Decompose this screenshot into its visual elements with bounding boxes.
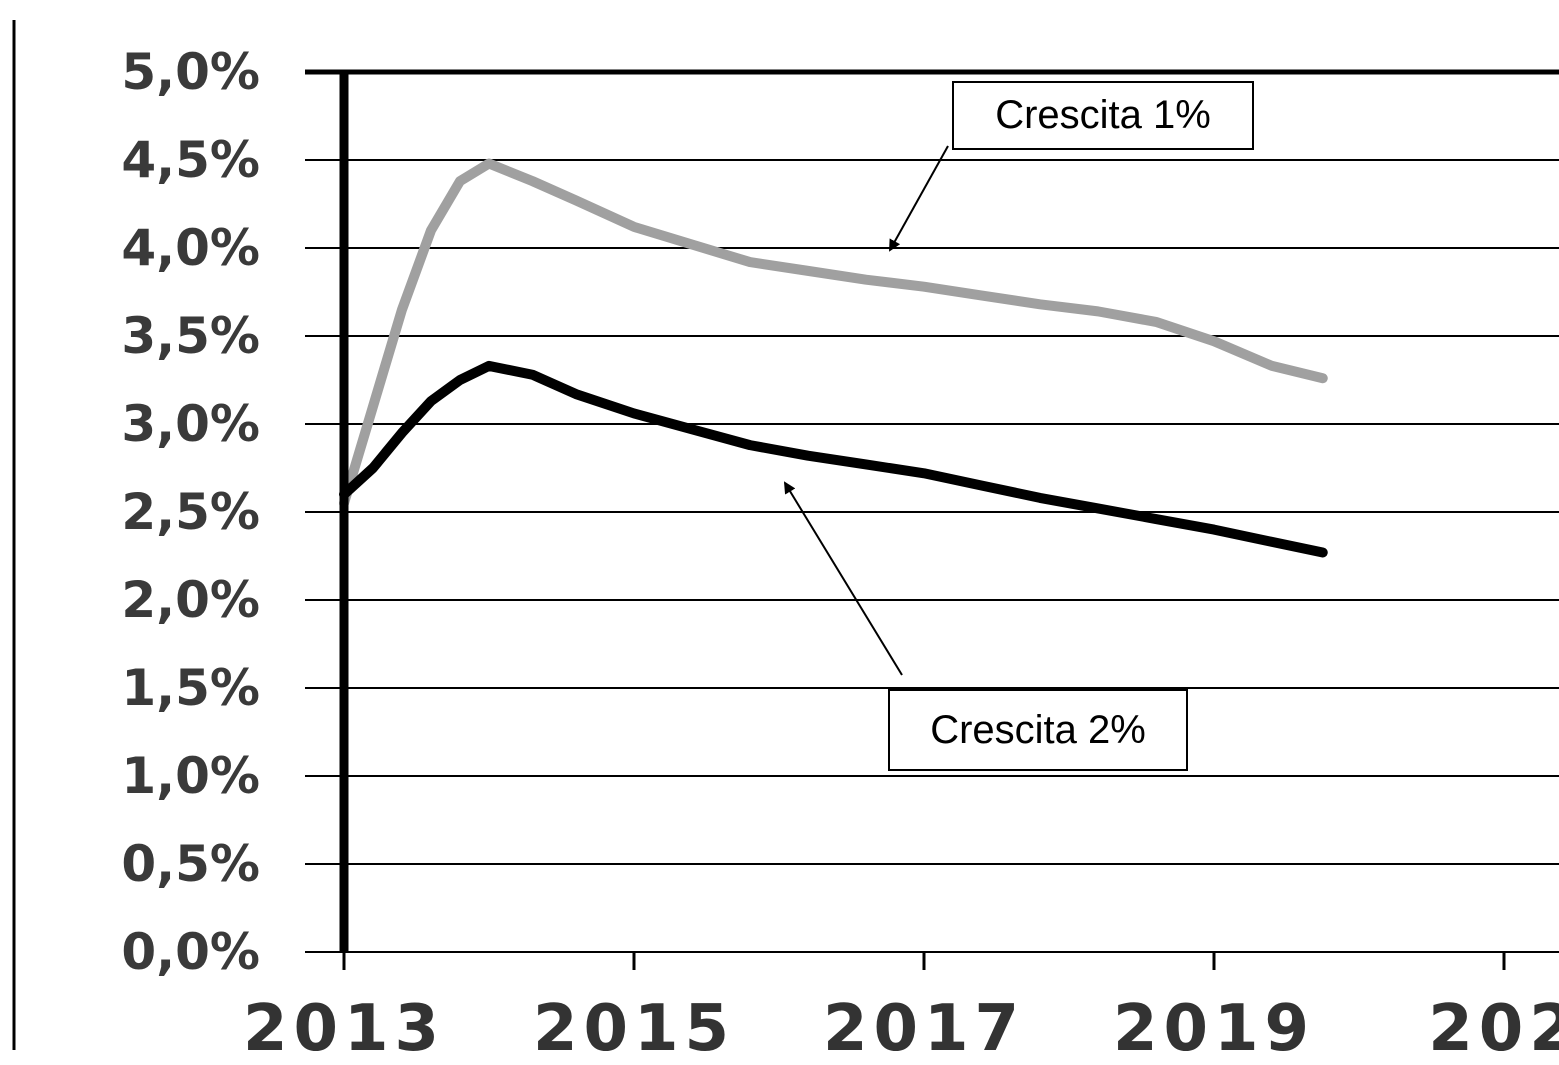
annotation-arrow [889, 145, 949, 252]
annotation-box [888, 689, 1188, 771]
y-tick-label: 4,5% [121, 131, 260, 189]
annotation-arrow [783, 481, 903, 676]
x-axis-ticks: 2013 2015 2017 2019 202 [243, 952, 1559, 1065]
y-tick-label: 0,0% [121, 923, 260, 981]
x-tick-label: 2017 [823, 992, 1025, 1065]
annotation-crescita-1: Crescita 1% [889, 81, 1254, 252]
x-tick-label: 202 [1428, 992, 1559, 1065]
y-tick-label: 3,0% [121, 395, 260, 453]
y-tick-label: 2,0% [121, 571, 260, 629]
annotation-crescita-2: Crescita 2% [783, 481, 1188, 771]
series-lines [339, 158, 1328, 558]
y-tick-label: 1,5% [121, 659, 260, 717]
y-tick-label: 0,5% [121, 835, 260, 893]
y-tick-label: 2,5% [121, 483, 260, 541]
y-tick-label: 1,0% [121, 747, 260, 805]
annotation-label: Crescita 1% [995, 93, 1211, 137]
x-tick-label: 2013 [243, 992, 445, 1065]
x-tick-label: 2019 [1113, 992, 1315, 1065]
y-tick-label: 3,5% [121, 307, 260, 365]
x-tick-label: 2015 [533, 992, 735, 1065]
series-line-2 [339, 360, 1328, 558]
annotation-box [952, 81, 1254, 150]
series-line-1 [339, 158, 1328, 509]
y-tick-label: 4,0% [121, 219, 260, 277]
annotation-label: Crescita 2% [930, 708, 1146, 752]
y-tick-label: 5,0% [121, 43, 260, 101]
y-axis-ticks: 0,0% 0,5% 1,0% 1,5% 2,0% 2,5% 3,0% 3,5% 4,0% 4,5%… [121, 43, 260, 981]
gridlines [305, 69, 1559, 953]
